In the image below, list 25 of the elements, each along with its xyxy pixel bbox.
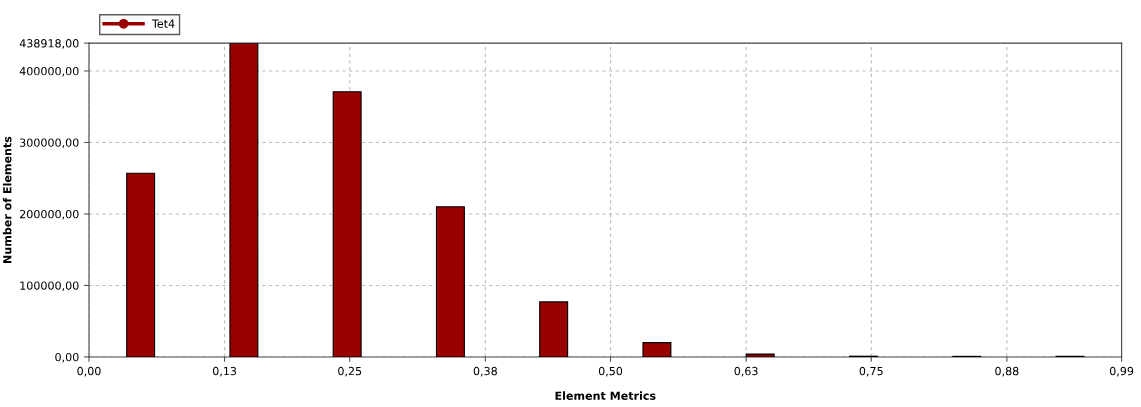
bar: [332, 91, 362, 357]
y-tick-label: 438918,00: [19, 39, 79, 49]
bar: [435, 206, 465, 357]
y-tick-label: 100000,00: [20, 281, 79, 291]
x-tick-label: 0,00: [77, 366, 101, 377]
bar: [539, 301, 569, 357]
x-tick-label: 0,88: [995, 366, 1019, 377]
x-tick-label: 0,50: [598, 366, 623, 377]
bar: [745, 353, 775, 357]
y-tick-label: 300000,00: [20, 138, 79, 148]
x-tick-label: 0,75: [859, 366, 883, 377]
y-axis-title: Number of Elements: [2, 136, 12, 263]
x-tick-label: 0,38: [473, 366, 497, 377]
legend-label: Tet4: [151, 19, 175, 28]
x-tick-label: 0,25: [338, 366, 362, 377]
x-tick-label: 0,63: [734, 366, 758, 377]
x-axis-title: Element Metrics: [555, 391, 656, 400]
y-tick-label: 200000,00: [20, 209, 79, 220]
x-tick-label: 0,99: [1109, 366, 1134, 377]
x-tick-label: 0,13: [212, 366, 237, 377]
y-tick-label: 0,00: [55, 352, 79, 363]
y-tick-label: 400000,00: [19, 66, 79, 77]
bar: [229, 43, 259, 357]
bar: [126, 172, 156, 357]
bar: [642, 342, 672, 357]
